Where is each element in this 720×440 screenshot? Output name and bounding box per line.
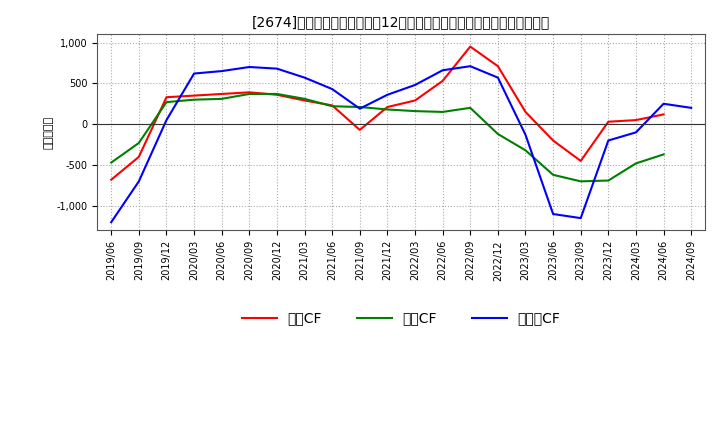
営業CF bbox=[273, 92, 282, 97]
営業CF bbox=[604, 119, 613, 125]
フリーCF bbox=[383, 92, 392, 97]
Y-axis label: （百万円）: （百万円） bbox=[44, 116, 54, 149]
投資CF bbox=[604, 178, 613, 183]
営業CF bbox=[245, 90, 253, 95]
投資CF bbox=[356, 104, 364, 110]
投資CF bbox=[383, 107, 392, 112]
投資CF bbox=[328, 103, 336, 109]
投資CF bbox=[631, 161, 640, 166]
営業CF bbox=[383, 104, 392, 110]
投資CF bbox=[217, 96, 226, 102]
フリーCF bbox=[493, 75, 502, 80]
営業CF bbox=[107, 177, 115, 182]
営業CF bbox=[521, 109, 530, 114]
営業CF bbox=[577, 158, 585, 164]
Line: フリーCF: フリーCF bbox=[111, 66, 691, 222]
フリーCF bbox=[604, 138, 613, 143]
フリーCF bbox=[577, 216, 585, 221]
営業CF bbox=[135, 154, 143, 159]
Line: 営業CF: 営業CF bbox=[111, 47, 664, 180]
フリーCF bbox=[466, 63, 474, 69]
フリーCF bbox=[217, 69, 226, 74]
営業CF bbox=[328, 103, 336, 108]
営業CF bbox=[438, 78, 447, 84]
営業CF bbox=[300, 98, 309, 103]
営業CF bbox=[660, 112, 668, 117]
営業CF bbox=[631, 117, 640, 123]
投資CF bbox=[493, 132, 502, 137]
フリーCF bbox=[549, 211, 557, 216]
投資CF bbox=[107, 160, 115, 165]
投資CF bbox=[410, 109, 419, 114]
投資CF bbox=[190, 97, 199, 103]
投資CF bbox=[245, 92, 253, 97]
投資CF bbox=[300, 96, 309, 102]
営業CF bbox=[549, 138, 557, 143]
営業CF bbox=[493, 63, 502, 69]
フリーCF bbox=[410, 82, 419, 88]
フリーCF bbox=[300, 75, 309, 80]
営業CF bbox=[162, 95, 171, 100]
営業CF bbox=[190, 93, 199, 98]
フリーCF bbox=[631, 130, 640, 135]
フリーCF bbox=[356, 106, 364, 111]
フリーCF bbox=[273, 66, 282, 71]
投資CF bbox=[438, 109, 447, 114]
営業CF bbox=[466, 44, 474, 49]
フリーCF bbox=[438, 68, 447, 73]
営業CF bbox=[217, 92, 226, 97]
投資CF bbox=[660, 152, 668, 157]
フリーCF bbox=[135, 179, 143, 184]
フリーCF bbox=[521, 132, 530, 137]
フリーCF bbox=[660, 101, 668, 106]
営業CF bbox=[410, 98, 419, 103]
投資CF bbox=[162, 99, 171, 105]
フリーCF bbox=[687, 105, 696, 110]
フリーCF bbox=[107, 220, 115, 225]
営業CF bbox=[356, 127, 364, 132]
投資CF bbox=[577, 179, 585, 184]
投資CF bbox=[521, 148, 530, 153]
Line: 投資CF: 投資CF bbox=[111, 94, 664, 181]
フリーCF bbox=[190, 71, 199, 76]
投資CF bbox=[549, 172, 557, 177]
投資CF bbox=[273, 92, 282, 97]
フリーCF bbox=[245, 64, 253, 70]
フリーCF bbox=[162, 117, 171, 123]
Legend: 営業CF, 投資CF, フリーCF: 営業CF, 投資CF, フリーCF bbox=[236, 306, 566, 331]
Title: [2674]　キャッシュフローの12か月移動合計の対前年同期増減額の推移: [2674] キャッシュフローの12か月移動合計の対前年同期増減額の推移 bbox=[252, 15, 550, 29]
投資CF bbox=[466, 105, 474, 110]
投資CF bbox=[135, 140, 143, 146]
フリーCF bbox=[328, 86, 336, 92]
